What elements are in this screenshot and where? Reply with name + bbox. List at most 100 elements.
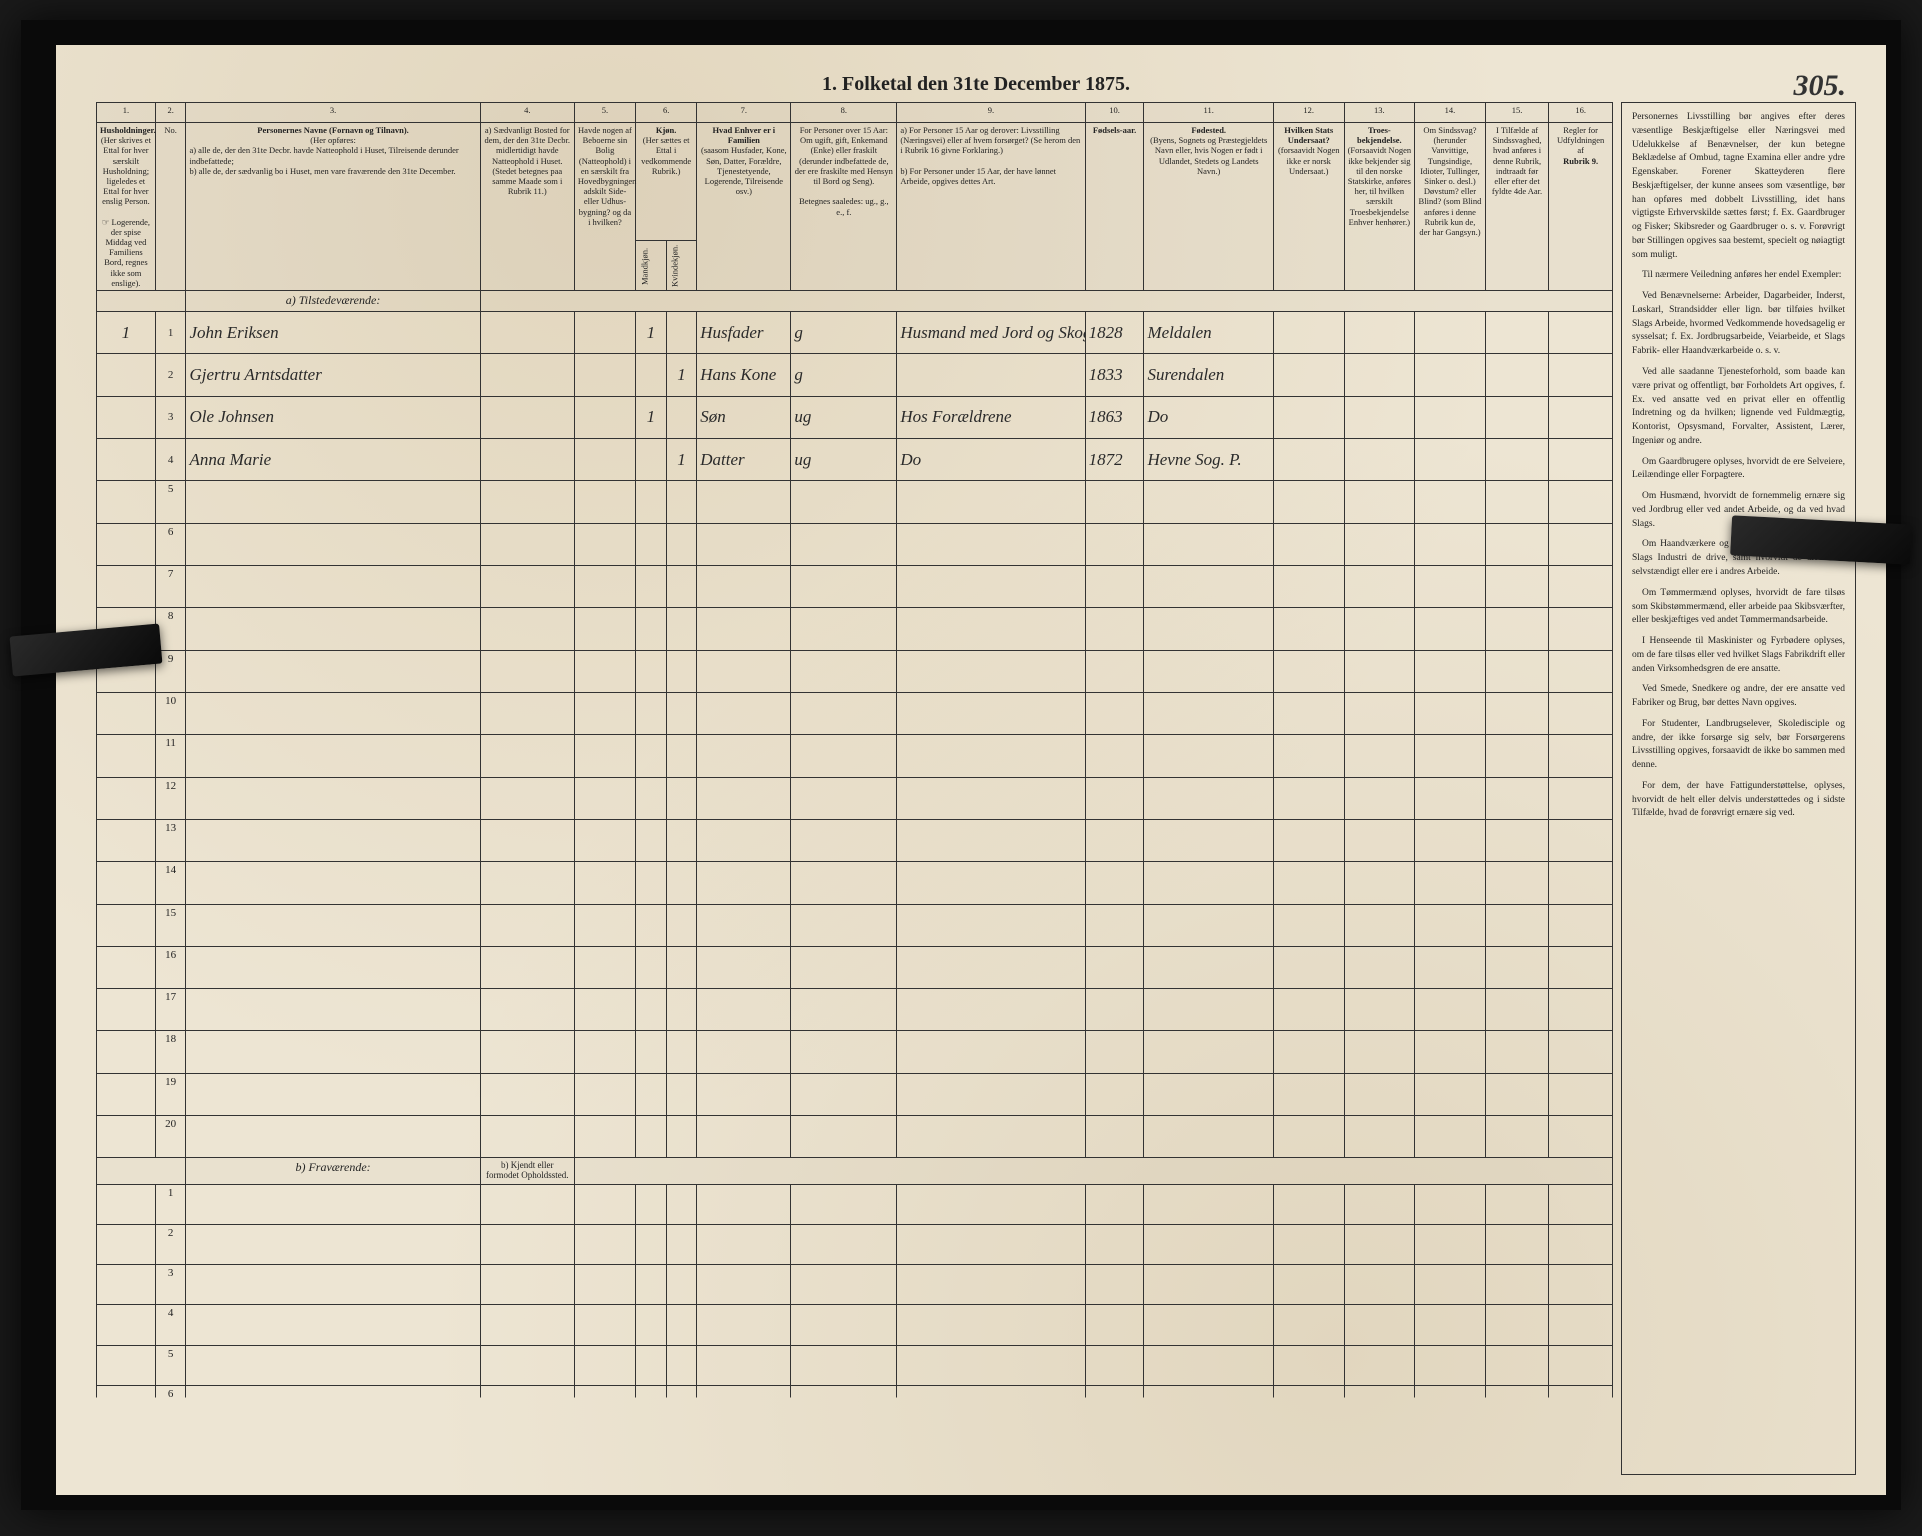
cell xyxy=(791,989,897,1031)
cell xyxy=(480,354,574,396)
cell xyxy=(1415,608,1486,650)
cell xyxy=(574,735,635,777)
cell: 12 xyxy=(155,777,186,819)
cell xyxy=(1344,312,1415,354)
cell xyxy=(791,1031,897,1073)
cell xyxy=(1273,1073,1344,1115)
cell xyxy=(480,1031,574,1073)
cell xyxy=(1144,735,1273,777)
cell xyxy=(1415,1073,1486,1115)
colnum-2: 2. xyxy=(155,103,186,123)
col9-header: a) For Personer 15 Aar og derover: Livss… xyxy=(897,123,1085,291)
cell: Do xyxy=(897,439,1085,481)
cell xyxy=(186,904,480,946)
cell xyxy=(1549,946,1613,988)
absent-row: 2 xyxy=(97,1225,1613,1265)
cell xyxy=(1085,819,1144,861)
cell xyxy=(791,1116,897,1158)
cell xyxy=(1485,312,1549,354)
cell xyxy=(186,608,480,650)
cell xyxy=(1485,1073,1549,1115)
colnum-5: 5. xyxy=(574,103,635,123)
cell xyxy=(897,650,1085,692)
cell xyxy=(1144,481,1273,523)
cell xyxy=(97,1225,156,1265)
cell xyxy=(666,481,697,523)
cell xyxy=(636,946,667,988)
cell xyxy=(1485,481,1549,523)
cell xyxy=(666,1116,697,1158)
cell xyxy=(574,819,635,861)
cell xyxy=(1485,439,1549,481)
cell xyxy=(1273,396,1344,438)
cell xyxy=(186,650,480,692)
sidebar-p2: Til nærmere Veiledning anføres her endel… xyxy=(1632,269,1845,283)
cell xyxy=(574,354,635,396)
cell xyxy=(1085,566,1144,608)
empty-row: 18 xyxy=(97,1031,1613,1073)
book-frame: 1. Folketal den 31te December 1875. 305.… xyxy=(21,20,1901,1510)
cell xyxy=(1415,1305,1486,1345)
empty-row: 8 xyxy=(97,608,1613,650)
cell xyxy=(1344,354,1415,396)
cell: 1833 xyxy=(1085,354,1144,396)
cell xyxy=(1549,1116,1613,1158)
cell xyxy=(697,904,791,946)
cell xyxy=(1415,819,1486,861)
cell xyxy=(666,1265,697,1305)
cell xyxy=(1344,1031,1415,1073)
cell xyxy=(1415,946,1486,988)
cell: Do xyxy=(1144,396,1273,438)
cell xyxy=(1085,1305,1144,1345)
cell xyxy=(574,946,635,988)
cell xyxy=(1144,989,1273,1031)
cell xyxy=(636,1385,667,1425)
cell xyxy=(480,1305,574,1345)
cell xyxy=(1549,1345,1613,1385)
cell: Husmand med Jord og Skogarbeider xyxy=(897,312,1085,354)
colnum-13: 13. xyxy=(1344,103,1415,123)
empty-row: 20 xyxy=(97,1116,1613,1158)
cell xyxy=(1144,1116,1273,1158)
cell xyxy=(574,312,635,354)
col2-header: No. xyxy=(155,123,186,291)
cell xyxy=(1415,777,1486,819)
cell xyxy=(897,692,1085,734)
cell: 6 xyxy=(155,523,186,565)
cell xyxy=(1085,862,1144,904)
cell xyxy=(1549,396,1613,438)
cell xyxy=(791,692,897,734)
cell xyxy=(1144,946,1273,988)
page-number: 305. xyxy=(1794,69,1847,103)
cell xyxy=(480,312,574,354)
cell xyxy=(636,1345,667,1385)
cell: 13 xyxy=(155,819,186,861)
cell xyxy=(1144,904,1273,946)
cell xyxy=(697,1184,791,1224)
cell xyxy=(1549,1305,1613,1345)
cell: 1863 xyxy=(1085,396,1144,438)
cell xyxy=(480,777,574,819)
cell xyxy=(574,439,635,481)
cell xyxy=(636,354,667,396)
cell: 15 xyxy=(155,904,186,946)
sidebar-p11: For Studenter, Landbrugselever, Skoledis… xyxy=(1632,718,1845,773)
cell xyxy=(697,692,791,734)
col4-header: a) Sædvanligt Bosted for dem, der den 31… xyxy=(480,123,574,291)
cell xyxy=(666,735,697,777)
cell xyxy=(897,1385,1085,1425)
cell xyxy=(1415,1265,1486,1305)
cell xyxy=(897,1265,1085,1305)
cell xyxy=(1549,735,1613,777)
cell xyxy=(1344,735,1415,777)
cell xyxy=(1273,1305,1344,1345)
present-rows: 11John Eriksen1HusfadergHusmand med Jord… xyxy=(97,312,1613,481)
cell: Ole Johnsen xyxy=(186,396,480,438)
sidebar-p4: Ved alle saadanne Tjenesteforhold, som b… xyxy=(1632,366,1845,449)
cell xyxy=(697,523,791,565)
cell: 1 xyxy=(636,396,667,438)
cell xyxy=(897,989,1085,1031)
absent-row: 6 xyxy=(97,1385,1613,1425)
cell xyxy=(791,1225,897,1265)
empty-row: 10 xyxy=(97,692,1613,734)
